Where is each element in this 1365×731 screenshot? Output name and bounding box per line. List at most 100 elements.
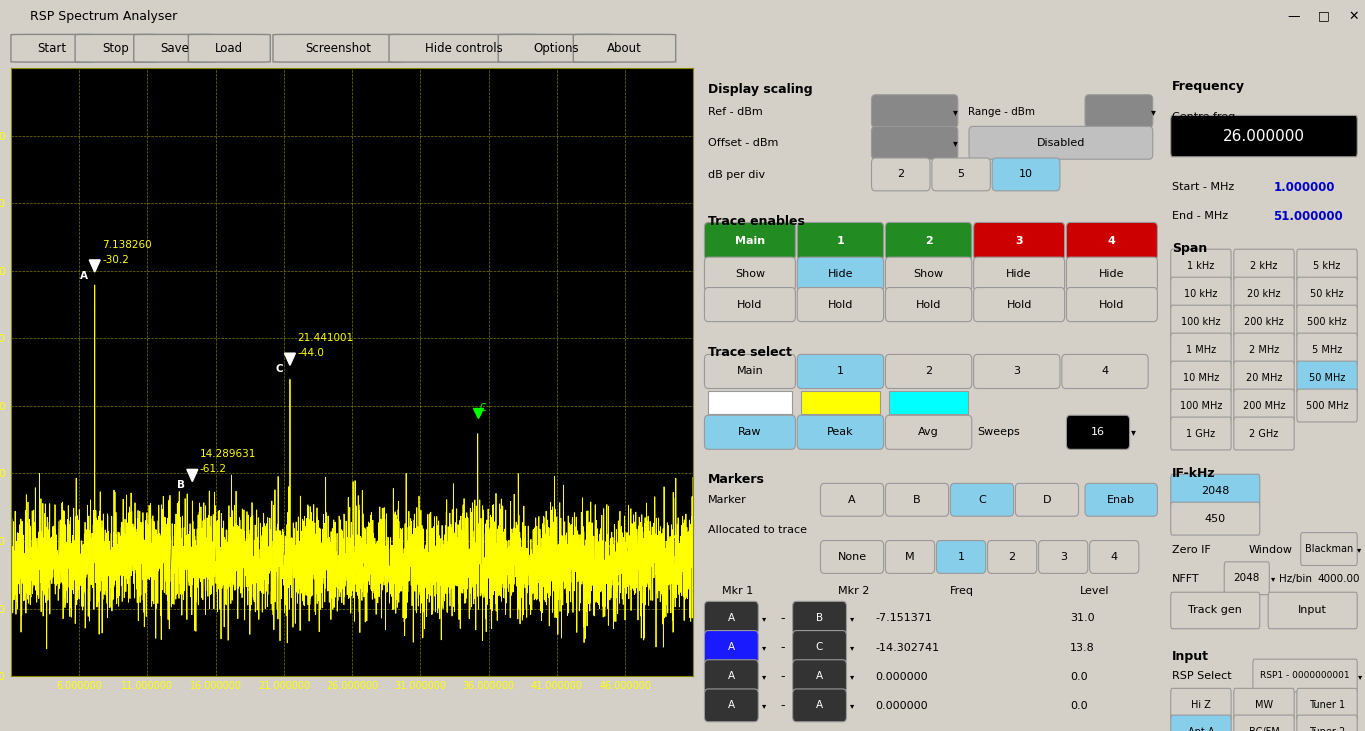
Text: Tuner 2: Tuner 2: [1309, 727, 1345, 731]
FancyBboxPatch shape: [1066, 222, 1158, 260]
FancyBboxPatch shape: [1171, 305, 1231, 338]
Text: Hide controls: Hide controls: [426, 42, 502, 55]
Text: A: A: [728, 700, 734, 711]
Text: M: M: [905, 552, 915, 562]
FancyBboxPatch shape: [1062, 355, 1148, 388]
Text: Track gen: Track gen: [1189, 605, 1242, 616]
Text: 4: 4: [1111, 552, 1118, 562]
FancyBboxPatch shape: [886, 483, 949, 516]
FancyBboxPatch shape: [704, 222, 796, 260]
Text: Frequency: Frequency: [1173, 80, 1245, 93]
Text: Freq: Freq: [950, 586, 973, 596]
Text: Hold: Hold: [916, 300, 942, 309]
Text: 2048: 2048: [1234, 573, 1260, 583]
FancyBboxPatch shape: [1171, 592, 1260, 629]
FancyBboxPatch shape: [1253, 659, 1357, 692]
FancyBboxPatch shape: [1297, 715, 1357, 731]
FancyBboxPatch shape: [886, 415, 972, 450]
Text: 13.8: 13.8: [1070, 643, 1095, 653]
Text: 200 MHz: 200 MHz: [1242, 401, 1286, 411]
Text: -44.0: -44.0: [298, 348, 325, 358]
FancyBboxPatch shape: [1066, 287, 1158, 322]
Text: ▾: ▾: [762, 643, 766, 652]
Text: Window: Window: [1249, 545, 1293, 555]
FancyBboxPatch shape: [1301, 533, 1357, 566]
Text: End - MHz: End - MHz: [1173, 211, 1229, 221]
Text: Screenshot: Screenshot: [304, 42, 371, 55]
FancyBboxPatch shape: [969, 126, 1153, 159]
FancyBboxPatch shape: [1171, 333, 1231, 366]
FancyBboxPatch shape: [973, 222, 1065, 260]
Text: BC/FM: BC/FM: [1249, 727, 1279, 731]
Text: A: A: [816, 700, 823, 711]
FancyBboxPatch shape: [704, 257, 796, 291]
Text: 21.441001: 21.441001: [298, 333, 354, 343]
FancyBboxPatch shape: [1171, 389, 1231, 422]
Text: C: C: [979, 495, 986, 505]
Text: 1 kHz: 1 kHz: [1188, 261, 1215, 270]
FancyBboxPatch shape: [704, 631, 759, 664]
Text: Ref - dBm: Ref - dBm: [708, 107, 763, 117]
Text: ▾: ▾: [953, 138, 958, 148]
Text: Hold: Hold: [1006, 300, 1032, 309]
FancyBboxPatch shape: [1297, 249, 1357, 282]
Text: 7.138260: 7.138260: [102, 240, 152, 250]
FancyBboxPatch shape: [1171, 249, 1231, 282]
Text: 5 kHz: 5 kHz: [1313, 261, 1340, 270]
FancyBboxPatch shape: [950, 483, 1014, 516]
FancyBboxPatch shape: [1085, 483, 1158, 516]
Text: About: About: [607, 42, 642, 55]
Text: ▾: ▾: [762, 702, 766, 711]
Text: ✕: ✕: [1349, 10, 1360, 23]
Text: Sweeps: Sweeps: [977, 428, 1020, 437]
Text: 2 kHz: 2 kHz: [1250, 261, 1278, 270]
Text: RSP Spectrum Analyser: RSP Spectrum Analyser: [30, 10, 177, 23]
FancyBboxPatch shape: [704, 415, 796, 450]
Text: Trace select: Trace select: [708, 346, 792, 358]
FancyBboxPatch shape: [886, 222, 972, 260]
FancyBboxPatch shape: [1234, 305, 1294, 338]
FancyBboxPatch shape: [871, 158, 930, 191]
Text: Hide: Hide: [1099, 269, 1125, 279]
Polygon shape: [89, 260, 100, 272]
FancyBboxPatch shape: [1171, 689, 1231, 721]
Text: 1: 1: [958, 552, 965, 562]
Text: ▾: ▾: [1130, 428, 1136, 437]
Text: 50 kHz: 50 kHz: [1310, 289, 1343, 299]
Text: ▾: ▾: [849, 643, 854, 652]
Text: 3: 3: [1013, 366, 1020, 376]
FancyBboxPatch shape: [1171, 502, 1260, 535]
FancyBboxPatch shape: [886, 287, 972, 322]
Text: 2: 2: [897, 170, 905, 179]
FancyBboxPatch shape: [793, 631, 846, 664]
Text: 0.0: 0.0: [1070, 672, 1088, 682]
Text: Hz/bin: Hz/bin: [1279, 574, 1312, 584]
Text: Start: Start: [37, 42, 67, 55]
FancyBboxPatch shape: [797, 222, 883, 260]
FancyBboxPatch shape: [1297, 333, 1357, 366]
Text: dB per div: dB per div: [708, 170, 766, 180]
Text: Input: Input: [1298, 605, 1327, 616]
Text: Avg: Avg: [919, 428, 939, 437]
Text: B: B: [177, 480, 186, 491]
Text: Hold: Hold: [737, 300, 763, 309]
Text: None: None: [838, 552, 867, 562]
Text: 10 MHz: 10 MHz: [1183, 373, 1219, 382]
FancyBboxPatch shape: [886, 540, 935, 573]
Text: 1.000000: 1.000000: [1274, 181, 1335, 194]
Text: 1: 1: [837, 236, 845, 246]
Text: Display scaling: Display scaling: [708, 83, 812, 96]
Text: 20 MHz: 20 MHz: [1246, 373, 1282, 382]
Text: 4: 4: [1102, 366, 1108, 376]
FancyBboxPatch shape: [871, 95, 958, 128]
Text: —: —: [1287, 10, 1301, 23]
FancyBboxPatch shape: [1234, 333, 1294, 366]
Text: Main: Main: [734, 236, 764, 246]
FancyBboxPatch shape: [704, 660, 759, 692]
Text: C: C: [480, 403, 486, 412]
Text: NFFT: NFFT: [1173, 574, 1200, 584]
Text: Offset - dBm: Offset - dBm: [708, 138, 778, 148]
Text: A: A: [81, 270, 87, 281]
Text: Zero IF: Zero IF: [1173, 545, 1211, 555]
FancyBboxPatch shape: [1234, 689, 1294, 721]
